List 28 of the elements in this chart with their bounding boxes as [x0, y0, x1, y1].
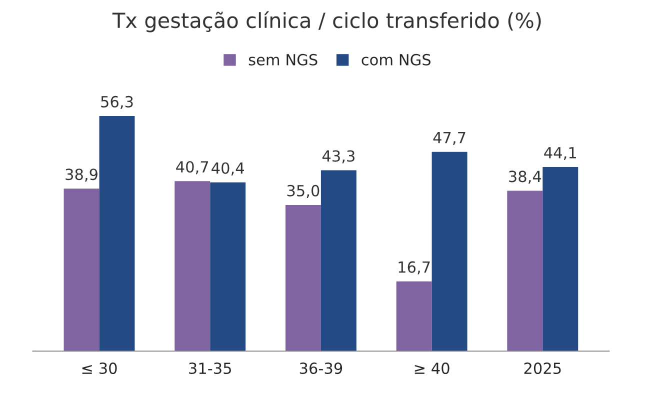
bar: [174, 181, 210, 352]
bar: [432, 152, 468, 352]
x-tick-label: 36-39: [300, 362, 342, 374]
data-label: 40,4: [212, 162, 244, 176]
data-label: 40,7: [176, 161, 208, 174]
bar: [507, 190, 543, 352]
data-label: 47,7: [433, 132, 466, 145]
data-label: 44,1: [544, 147, 576, 160]
x-tick-label: 2025: [524, 362, 561, 374]
data-label: 35,0: [287, 184, 320, 198]
legend-label: sem NGS: [248, 54, 318, 66]
bar: [210, 182, 246, 352]
bar: [542, 166, 578, 352]
chart-title: Tx gestação clínica / ciclo transferido (%): [112, 11, 541, 32]
bar: [320, 170, 356, 352]
data-label: 16,7: [398, 261, 430, 274]
bar: [99, 116, 135, 352]
data-label: 56,3: [101, 96, 133, 110]
bar: [285, 204, 321, 352]
data-label: 38,9: [66, 168, 98, 182]
x-tick-label: ≤ 30: [82, 362, 117, 374]
data-label: 43,3: [322, 150, 354, 164]
bar: [64, 188, 100, 352]
legend-label: com NGS: [362, 54, 431, 66]
data-label: 38,4: [509, 170, 542, 184]
x-tick-label: 31-35: [189, 362, 231, 374]
bar: [396, 281, 432, 352]
x-tick-label: ≥ 40: [414, 362, 450, 374]
